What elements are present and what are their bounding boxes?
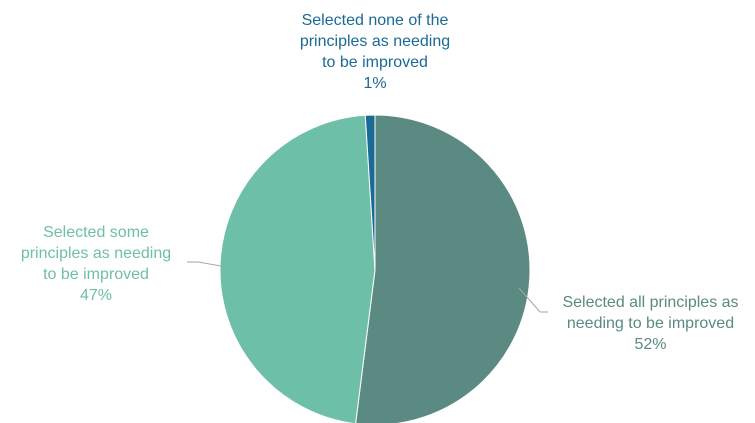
slice-label-some-line-1: Selected some bbox=[43, 224, 149, 241]
slice-value-some: 47% bbox=[79, 287, 113, 304]
pie-slice-none-principles bbox=[364, 114, 376, 271]
slice-label-all-line-1: Selected all principles as bbox=[562, 294, 739, 311]
slice-value-all: 52% bbox=[634, 336, 667, 353]
leader-line-all bbox=[518, 287, 548, 313]
pie-slice-all-principles bbox=[355, 114, 531, 423]
slice-label-some-principles: Selected some principles as needing to b… bbox=[6, 222, 186, 306]
slice-label-all-principles: Selected all principles as needing to be… bbox=[548, 292, 753, 355]
leader-line-some bbox=[187, 261, 222, 267]
pie-slice-some-principles bbox=[219, 114, 376, 423]
slice-label-some-line-2: principles as needing bbox=[20, 245, 172, 262]
slice-label-all-line-2: needing to be improved bbox=[566, 315, 735, 332]
slice-label-some-line-3: to be improved bbox=[43, 266, 149, 283]
slice-value-none: 1% bbox=[363, 75, 387, 92]
slice-label-none-line-2: principles as needing bbox=[299, 33, 451, 50]
slice-label-none-principles: Selected none of the principles as needi… bbox=[270, 10, 480, 94]
slice-label-none-line-1: Selected none of the bbox=[301, 12, 449, 29]
slice-label-none-line-3: to be improved bbox=[322, 54, 428, 71]
